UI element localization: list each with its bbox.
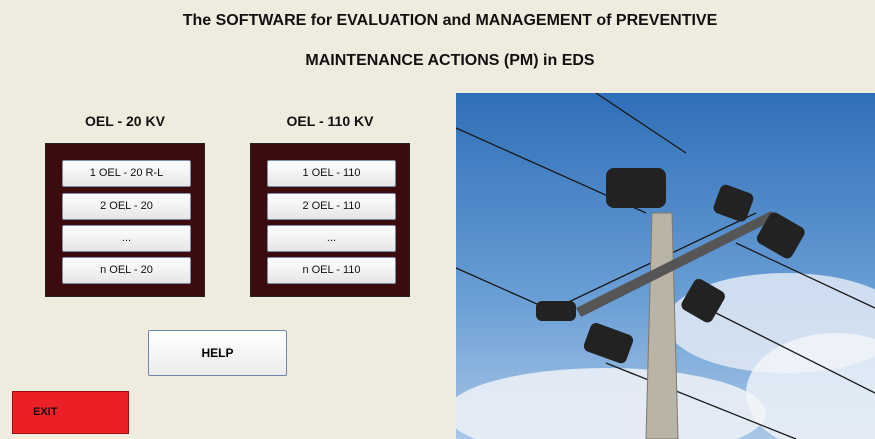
title-line: The SOFTWARE for EVALUATION and MANAGEME… bbox=[182, 12, 718, 29]
line-button[interactable]: n OEL - 110 bbox=[267, 257, 396, 284]
group-label: OEL - 110 KV bbox=[286, 113, 374, 129]
button-panel: 1 OEL - 20 R-L 2 OEL - 20 ... n OEL - 20 bbox=[45, 143, 205, 297]
line-button[interactable]: 1 OEL - 20 R-L bbox=[62, 160, 191, 187]
line-button[interactable]: ... bbox=[267, 225, 396, 252]
line-button[interactable]: ... bbox=[62, 225, 191, 252]
line-button[interactable]: n OEL - 20 bbox=[62, 257, 191, 284]
button-panel: 1 OEL - 110 2 OEL - 110 ... n OEL - 110 bbox=[250, 143, 410, 297]
help-button[interactable]: HELP bbox=[148, 330, 287, 376]
group-label: OEL - 20 KV bbox=[85, 113, 165, 129]
line-button[interactable]: 2 OEL - 110 bbox=[267, 193, 396, 220]
exit-button[interactable]: EXIT bbox=[12, 391, 129, 434]
title-line: MAINTENANCE ACTIONS (PM) in EDS bbox=[305, 52, 595, 69]
line-button[interactable]: 1 OEL - 110 bbox=[267, 160, 396, 187]
line-button[interactable]: 2 OEL - 20 bbox=[62, 193, 191, 220]
power-pole-photo bbox=[456, 93, 875, 439]
